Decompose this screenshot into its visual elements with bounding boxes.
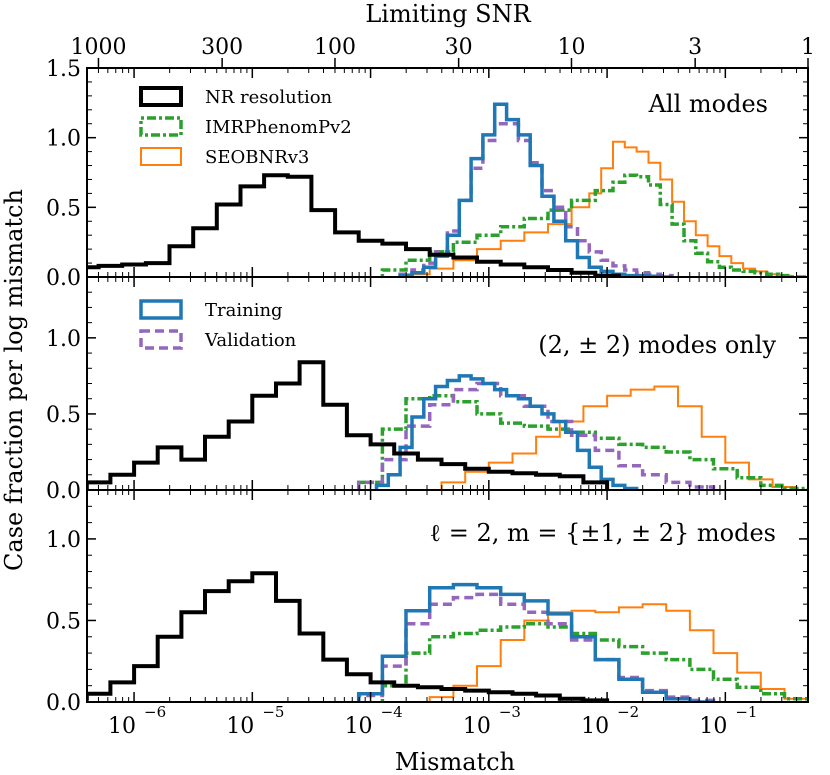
legend-swatch xyxy=(140,147,182,166)
panel-1-series xyxy=(87,102,808,277)
top-tick-label: 300 xyxy=(201,35,243,60)
legend-label: SEOBNRv3 xyxy=(205,147,309,168)
x-tick-exponent: −4 xyxy=(381,703,403,721)
top-tick-label: 100 xyxy=(314,35,356,60)
panel-2-label: (2, ± 2) modes only xyxy=(538,331,776,359)
panel-3-frame xyxy=(86,489,809,703)
legend-label: IMRPhenomPv2 xyxy=(205,117,352,138)
legend-swatch xyxy=(139,329,183,350)
y-tick-label: 0.5 xyxy=(46,609,81,634)
top-tick-label: 3 xyxy=(688,35,702,60)
top-tick-label: 1000 xyxy=(70,35,126,60)
panel-3: 0.0 0.5 1.0 ℓ = 2, m = {±1, ± 2} modes xyxy=(46,489,809,716)
x-tick-exponent: −2 xyxy=(617,703,639,721)
x-tick-label: 10 xyxy=(108,714,136,739)
y-tick-label: 0.0 xyxy=(46,266,81,291)
y-tick-label: 1.5 xyxy=(46,57,81,82)
x-tick-label: 10 xyxy=(226,714,254,739)
x-tick-label: 10 xyxy=(463,714,491,739)
y-axis-title: Case fraction per log mismatch xyxy=(0,189,28,571)
x-tick-label: 10 xyxy=(345,714,373,739)
series-nr-resolution xyxy=(87,571,610,702)
series-imrphenompv2 xyxy=(380,173,808,277)
legend-label: Validation xyxy=(204,330,297,351)
y-tick-label: 0.5 xyxy=(46,196,81,221)
y-tick-label: 0.0 xyxy=(46,691,81,716)
top-axis-label: Limiting SNR xyxy=(365,0,531,28)
x-tick-exponent: −1 xyxy=(735,703,757,721)
series-imrphenompv2 xyxy=(380,621,808,702)
bottom-x-tick-labels: 10 −6 10 −5 10 −4 10 −3 10 −2 10 −1 xyxy=(108,703,757,739)
series-seobnrv3 xyxy=(440,385,798,490)
series-nr-resolution xyxy=(87,360,610,490)
legend-label: Training xyxy=(205,300,283,321)
y-tick-label: 1.0 xyxy=(46,127,81,152)
legend-swatch xyxy=(139,86,183,107)
legend-swatch xyxy=(139,299,183,320)
series-nr-resolution xyxy=(87,173,621,277)
top-tick-label: 30 xyxy=(445,35,473,60)
panel-2-series xyxy=(87,360,808,490)
y-tick-label: 0.0 xyxy=(46,479,81,504)
y-tick-label: 1.0 xyxy=(46,327,81,352)
x-tick-label: 10 xyxy=(581,714,609,739)
top-x-tick-labels: 1000 300 100 30 10 3 1 xyxy=(70,35,815,68)
legend-swatch xyxy=(139,116,183,137)
x-tick-label: 10 xyxy=(699,714,727,739)
top-tick-label: 10 xyxy=(557,35,585,60)
panel-3-label: ℓ = 2, m = {±1, ± 2} modes xyxy=(430,519,776,547)
x-tick-exponent: −5 xyxy=(262,703,284,721)
y-tick-label: 1.0 xyxy=(46,528,81,553)
y-axis-label: Case fraction per log mismatch xyxy=(0,189,28,571)
series-validation xyxy=(356,381,716,490)
series-seobnrv3 xyxy=(428,603,808,702)
panel-2: 0.0 0.5 1.0 (2, ± 2) modes only Training Vali… xyxy=(46,276,809,504)
series-training xyxy=(356,582,714,702)
series-seobnrv3 xyxy=(405,140,808,277)
series-training xyxy=(374,374,639,490)
panels: 0.0 0.5 1.0 1.5 All modes NR resolution IMRPhe… xyxy=(46,57,809,716)
panel-3-series xyxy=(87,571,808,702)
top-tick-label: 1 xyxy=(801,35,815,60)
panel-1-label: All modes xyxy=(648,90,768,118)
panel-1: 0.0 0.5 1.0 1.5 All modes NR resolution IMRPhe… xyxy=(46,57,809,291)
x-axis-label: Mismatch xyxy=(395,748,515,775)
x-tick-exponent: −3 xyxy=(499,703,521,721)
top-axis-title: Limiting SNR xyxy=(365,0,531,28)
x-tick-exponent: −6 xyxy=(144,703,166,721)
y-tick-label: 0.5 xyxy=(46,403,81,428)
legend-label: NR resolution xyxy=(205,87,333,108)
